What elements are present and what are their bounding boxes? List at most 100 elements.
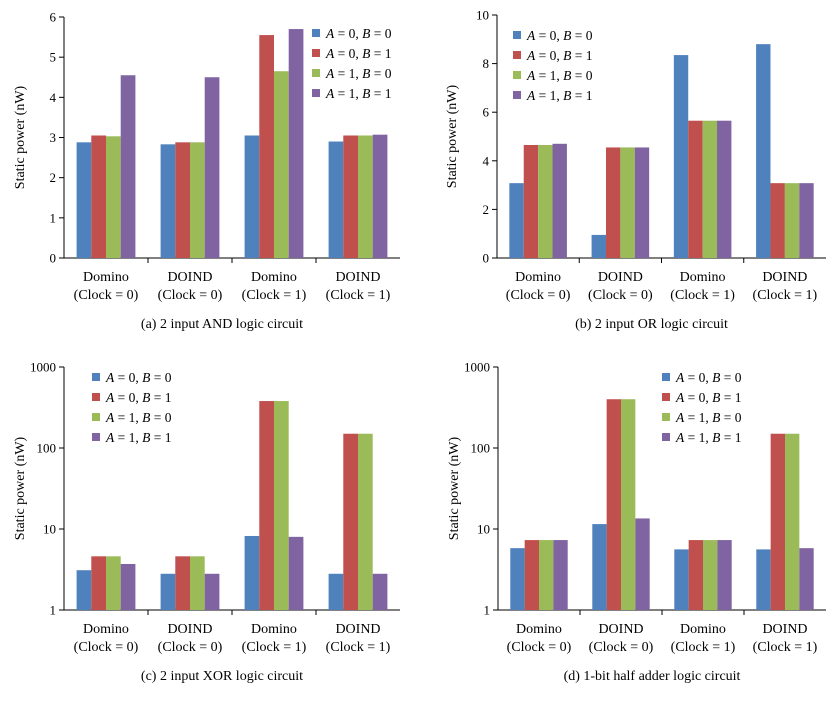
legend: A = 0, B = 0 A = 0, B = 1 A = 1, B = 0 A = … xyxy=(312,26,392,101)
bar-4-series-1 xyxy=(328,141,344,258)
y-tick-label: 5 xyxy=(50,50,57,65)
legend-label-part: A xyxy=(526,68,536,83)
legend-label-part: B xyxy=(712,430,720,445)
legend-label-part: = 1 xyxy=(720,430,741,445)
legend-label: A = 0, B = 1 xyxy=(675,390,742,405)
bar-1-series-4 xyxy=(120,563,136,610)
legend-label-part: = 0, xyxy=(114,370,142,385)
bar-3-series-3 xyxy=(274,71,289,258)
bar-3-series-2 xyxy=(688,120,703,258)
legend-label-part: B xyxy=(563,68,571,83)
chart-panel-2: 0 2 4 6 8 10 Static power (nW) Domino (Clock = 0… xyxy=(445,8,826,332)
legend-swatch xyxy=(662,393,670,401)
legend-label-part: A xyxy=(675,410,685,425)
y-tick-label: 1 xyxy=(50,210,57,225)
legend-label: A = 1, B = 1 xyxy=(675,430,742,445)
bar-4-series-2 xyxy=(770,433,785,610)
bar-2-series-2 xyxy=(175,142,190,258)
legend-label-part: = 0, xyxy=(114,390,142,405)
bar-1-series-1 xyxy=(510,548,525,610)
legend-label-part: A xyxy=(105,390,115,405)
x-category-sublabel: (Clock = 1) xyxy=(242,288,307,303)
y-tick-label: 3 xyxy=(50,130,57,145)
chart-caption: (c) 2 input XOR logic circuit xyxy=(141,669,303,684)
x-category-sublabel: (Clock = 0) xyxy=(74,640,139,655)
legend-label: A = 0, B = 0 xyxy=(325,26,392,41)
x-category-label: DOIND xyxy=(762,270,807,285)
bar-3-series-4 xyxy=(288,536,304,610)
legend-label-part: A xyxy=(325,86,335,101)
y-tick-label: 10 xyxy=(43,522,56,537)
legend-label-part: = 0 xyxy=(370,66,391,81)
legend-label-part: = 1, xyxy=(334,66,362,81)
legend-label-part: = 0, xyxy=(535,48,563,63)
y-tick-label: 10 xyxy=(476,8,489,23)
legend-label-part: A xyxy=(526,28,536,43)
x-category-label: Domino xyxy=(680,622,726,637)
x-category-label: Domino xyxy=(83,622,129,637)
bar-2-series-2 xyxy=(606,399,621,610)
legend-label-part: A xyxy=(105,430,115,445)
bar-1-series-4 xyxy=(552,143,567,258)
legend-label-part: B xyxy=(142,390,150,405)
x-category-label: Domino xyxy=(251,270,297,285)
chart-panel-4: 1 10 100 1000 Static power (nW) Domino (Clock … xyxy=(447,360,826,684)
x-category-label: DOIND xyxy=(167,270,212,285)
legend-label-part: = 1 xyxy=(150,430,171,445)
bar-3-series-2 xyxy=(688,540,703,610)
y-tick-label: 100 xyxy=(37,441,57,456)
legend-label-part: A xyxy=(105,410,115,425)
y-tick-label: 1 xyxy=(50,603,57,618)
y-tick-label: 0 xyxy=(50,251,57,266)
bar-4-series-4 xyxy=(799,183,814,258)
bar-2-series-3 xyxy=(621,399,636,610)
legend-label: A = 0, B = 0 xyxy=(105,370,172,385)
bar-4-series-1 xyxy=(756,549,771,610)
legend-label-part: = 0 xyxy=(571,28,592,43)
bar-2-series-4 xyxy=(204,77,220,258)
legend-label-part: B xyxy=(142,410,150,425)
bar-2-series-1 xyxy=(160,144,176,258)
bar-4-series-3 xyxy=(784,183,800,258)
bar-4-series-2 xyxy=(343,433,358,610)
bar-2-series-2 xyxy=(175,556,190,610)
bar-1-series-2 xyxy=(91,556,106,610)
legend-label-part: = 1, xyxy=(114,430,142,445)
y-axis-label: Static power (nW) xyxy=(445,84,460,188)
legend-label-part: A xyxy=(325,46,335,61)
bar-3-series-4 xyxy=(717,120,732,258)
legend-swatch xyxy=(92,393,100,401)
legend-label-part: = 1 xyxy=(720,390,741,405)
bar-1-series-1 xyxy=(76,142,92,258)
bar-3-series-1 xyxy=(673,55,689,258)
bar-1-series-3 xyxy=(539,540,554,610)
legend-label-part: = 0 xyxy=(150,370,171,385)
x-category-label: Domino xyxy=(251,622,297,637)
bar-4-series-4 xyxy=(372,573,388,610)
legend-label-part: B xyxy=(712,410,720,425)
y-tick-label: 10 xyxy=(477,522,490,537)
x-category-label: Domino xyxy=(83,270,129,285)
x-category-label: DOIND xyxy=(598,270,643,285)
y-tick-label: 4 xyxy=(50,90,57,105)
y-tick-label: 2 xyxy=(483,202,490,217)
legend: A = 0, B = 0A = 0, B = 1A = 1, B = 0A = … xyxy=(662,370,742,445)
legend: A = 0, B = 0 A = 0, B = 1 A = 1, B = 0 A = … xyxy=(92,370,172,445)
chart-panel-1: 0 1 2 3 4 5 6 Static power (nW) Domino (Clock = 0… xyxy=(13,10,400,332)
legend-swatch xyxy=(312,69,320,77)
x-category-sublabel: (Clock = 0) xyxy=(589,640,654,655)
legend-label-part: A xyxy=(526,88,536,103)
legend-label-part: B xyxy=(563,28,571,43)
y-tick-label: 1 xyxy=(484,603,491,618)
legend-label-part: A xyxy=(675,390,685,405)
bar-4-series-1 xyxy=(328,573,344,610)
legend-swatch xyxy=(513,91,521,99)
legend-label: A = 1, B = 0 xyxy=(325,66,392,81)
legend-label-part: A xyxy=(526,48,536,63)
y-axis-label: Static power (nW) xyxy=(447,436,462,540)
x-category-label: Domino xyxy=(515,270,561,285)
bar-1-series-3 xyxy=(106,556,121,610)
legend-label-part: = 1, xyxy=(535,88,563,103)
legend-label: A = 0, B = 1 xyxy=(325,46,392,61)
